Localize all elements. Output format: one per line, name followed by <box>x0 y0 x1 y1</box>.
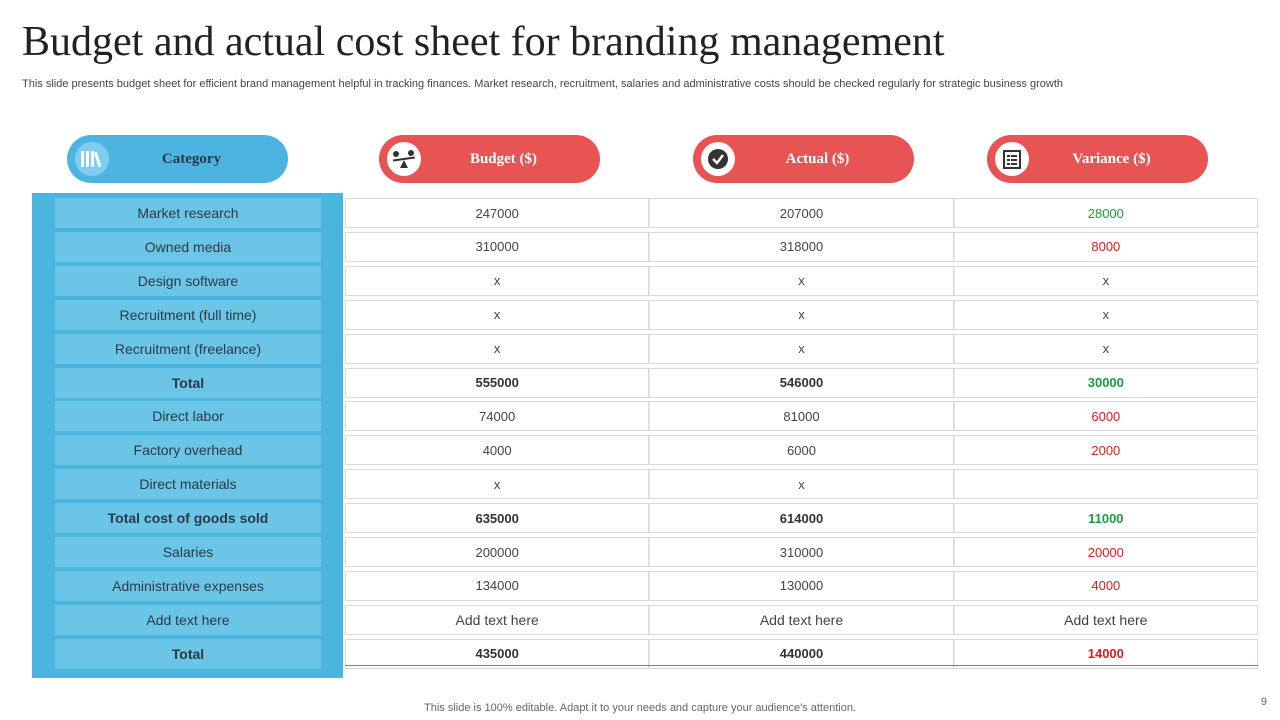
header-category-label: Category <box>161 150 222 167</box>
budget-cell: 310000 <box>345 231 650 262</box>
slide-subtitle: This slide presents budget sheet for eff… <box>22 78 1064 90</box>
variance-cell: Add text here <box>953 604 1258 635</box>
slide-title: Budget and actual cost sheet for brandin… <box>22 19 945 65</box>
checkmark-icon <box>701 142 735 176</box>
table-row: Add text here Add text here Add text here <box>345 604 1258 635</box>
budget-cell: 200000 <box>345 537 650 567</box>
category-cell: Recruitment (freelance) <box>55 333 321 364</box>
footer-note: This slide is 100% editable. Adapt it to… <box>424 702 856 714</box>
category-cell: Recruitment (full time) <box>55 299 321 330</box>
variance-cell: 4000 <box>953 570 1258 601</box>
variance-cell <box>953 469 1258 500</box>
budget-cell: x <box>345 265 650 296</box>
budget-cell: Add text here <box>345 604 650 635</box>
category-cell: Factory overhead <box>55 435 321 466</box>
category-cell: Owned media <box>55 231 321 262</box>
clipboard-list-icon <box>995 142 1029 176</box>
header-variance-label: Variance ($) <box>1072 150 1151 167</box>
category-cell: Total <box>55 638 321 669</box>
budget-cell: 555000 <box>345 367 650 398</box>
variance-cell: 2000 <box>953 435 1258 466</box>
actual-cell: x <box>649 469 954 500</box>
table-row: 200000 310000 20000 <box>345 537 1258 567</box>
balance-scale-icon <box>387 142 421 176</box>
actual-cell: 207000 <box>649 198 954 228</box>
budget-cell: x <box>345 333 650 364</box>
table-row: 310000 318000 8000 <box>345 231 1258 262</box>
variance-cell: 8000 <box>953 231 1258 262</box>
category-cell: Salaries <box>55 537 321 567</box>
category-cell: Administrative expenses <box>55 570 321 601</box>
actual-cell: 614000 <box>649 503 954 534</box>
budget-cell: x <box>345 299 650 330</box>
category-cell: Design software <box>55 265 321 296</box>
category-cell: Direct materials <box>55 469 321 500</box>
actual-cell: Add text here <box>649 604 954 635</box>
header-budget: Budget ($) <box>379 135 600 183</box>
table-row: 635000 614000 11000 <box>345 503 1258 534</box>
table-row: 134000 130000 4000 <box>345 570 1258 601</box>
variance-cell: x <box>953 299 1258 330</box>
header-actual: Actual ($) <box>693 135 914 183</box>
books-icon <box>75 142 109 176</box>
budget-cell: x <box>345 469 650 500</box>
variance-cell: x <box>953 333 1258 364</box>
budget-cell: 4000 <box>345 435 650 466</box>
actual-cell: x <box>649 299 954 330</box>
variance-cell: 30000 <box>953 367 1258 398</box>
category-cell: Add text here <box>55 604 321 635</box>
budget-cell: 134000 <box>345 570 650 601</box>
actual-cell: 310000 <box>649 537 954 567</box>
budget-cell: 435000 <box>345 638 650 669</box>
budget-cell: 247000 <box>345 198 650 228</box>
category-cell: Total <box>55 367 321 398</box>
actual-cell: 440000 <box>649 638 954 669</box>
variance-cell: 11000 <box>953 503 1258 534</box>
budget-cell: 74000 <box>345 401 650 432</box>
variance-cell: 6000 <box>953 401 1258 432</box>
header-category: Category <box>67 135 288 183</box>
table-row: 74000 81000 6000 <box>345 401 1258 432</box>
actual-cell: x <box>649 333 954 364</box>
variance-cell: 28000 <box>953 198 1258 228</box>
actual-cell: 318000 <box>649 231 954 262</box>
category-cell: Total cost of goods sold <box>55 503 321 534</box>
actual-cell: 130000 <box>649 570 954 601</box>
budget-cell: 635000 <box>345 503 650 534</box>
table-row: 555000 546000 30000 <box>345 367 1258 398</box>
variance-cell: 20000 <box>953 537 1258 567</box>
header-variance: Variance ($) <box>987 135 1208 183</box>
category-cell: Direct labor <box>55 401 321 432</box>
actual-cell: 546000 <box>649 367 954 398</box>
page-number: 9 <box>1260 696 1267 708</box>
variance-cell: 14000 <box>953 638 1258 669</box>
table-row: 435000 440000 14000 <box>345 638 1258 669</box>
category-cell: Market research <box>55 198 321 228</box>
table-row: 247000 207000 28000 <box>345 198 1258 228</box>
table-bottom-line <box>345 665 1258 666</box>
variance-cell: x <box>953 265 1258 296</box>
header-actual-label: Actual ($) <box>785 150 850 167</box>
header-budget-label: Budget ($) <box>469 150 538 167</box>
actual-cell: x <box>649 265 954 296</box>
actual-cell: 6000 <box>649 435 954 466</box>
table-row: 4000 6000 2000 <box>345 435 1258 466</box>
actual-cell: 81000 <box>649 401 954 432</box>
